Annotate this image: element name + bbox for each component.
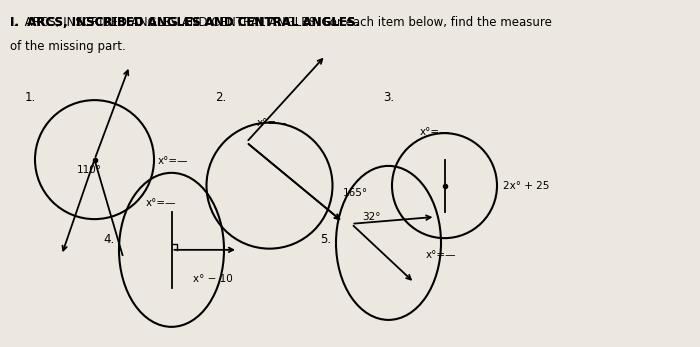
Text: x°=—: x°=— [426,250,456,260]
Text: x°=—: x°=— [420,127,451,137]
Text: x°=—: x°=— [146,198,176,208]
Text: x°=—: x°=— [257,118,288,128]
Text: x°=—: x°=— [158,156,188,166]
Text: I.  ARCS, INSCRIBED ANGLES AND CENTRAL ANGLES.: I. ARCS, INSCRIBED ANGLES AND CENTRAL AN… [10,16,360,28]
Text: 1.: 1. [25,91,36,104]
Text: of the missing part.: of the missing part. [10,40,126,53]
Text: 165°: 165° [343,188,368,197]
Text: x° − 10: x° − 10 [193,274,232,284]
Text: 3.: 3. [384,91,395,104]
Text: I.  ARCS, INSCRIBED ANGLES AND CENTRAL ANGLES. For each item below, find the mea: I. ARCS, INSCRIBED ANGLES AND CENTRAL AN… [10,16,552,28]
Text: 32°: 32° [363,212,381,222]
Text: 5.: 5. [321,233,332,246]
Text: 110°: 110° [77,165,102,175]
Text: I.  ARCS, INSCRIBED ANGLES AND CENTRAL ANGLES.: I. ARCS, INSCRIBED ANGLES AND CENTRAL AN… [10,16,360,28]
Text: 4.: 4. [104,233,115,246]
Text: 2.: 2. [216,91,227,104]
Text: 2x° + 25: 2x° + 25 [503,181,549,191]
